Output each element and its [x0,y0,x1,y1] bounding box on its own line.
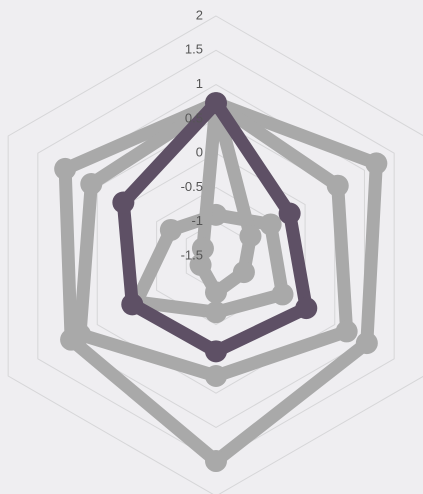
point [112,191,135,214]
point [69,323,92,346]
point [54,157,77,180]
tick-label: 0 [196,145,203,160]
point [159,218,182,241]
point [271,283,294,306]
point [205,365,227,387]
tick-label: 0.5 [185,110,203,125]
tick-label: 1.5 [185,42,203,57]
point [259,213,282,236]
point [239,225,262,248]
point [365,152,388,175]
point [295,297,318,320]
tick-label: -1.5 [181,247,203,262]
point [205,281,227,304]
grid-line [7,15,423,494]
point [80,173,103,195]
tick-label: -0.5 [181,179,203,194]
point [205,450,227,473]
point [232,261,255,284]
point [189,253,212,276]
tick-label: 2 [196,7,203,22]
point [326,174,349,197]
point [205,340,227,363]
point [278,202,301,225]
point [335,320,358,343]
tick-label: -1 [191,213,203,228]
point [205,92,227,115]
point [355,332,378,355]
point [121,293,144,316]
point [205,301,227,324]
point [191,237,214,260]
tick-label: 1 [196,76,203,91]
